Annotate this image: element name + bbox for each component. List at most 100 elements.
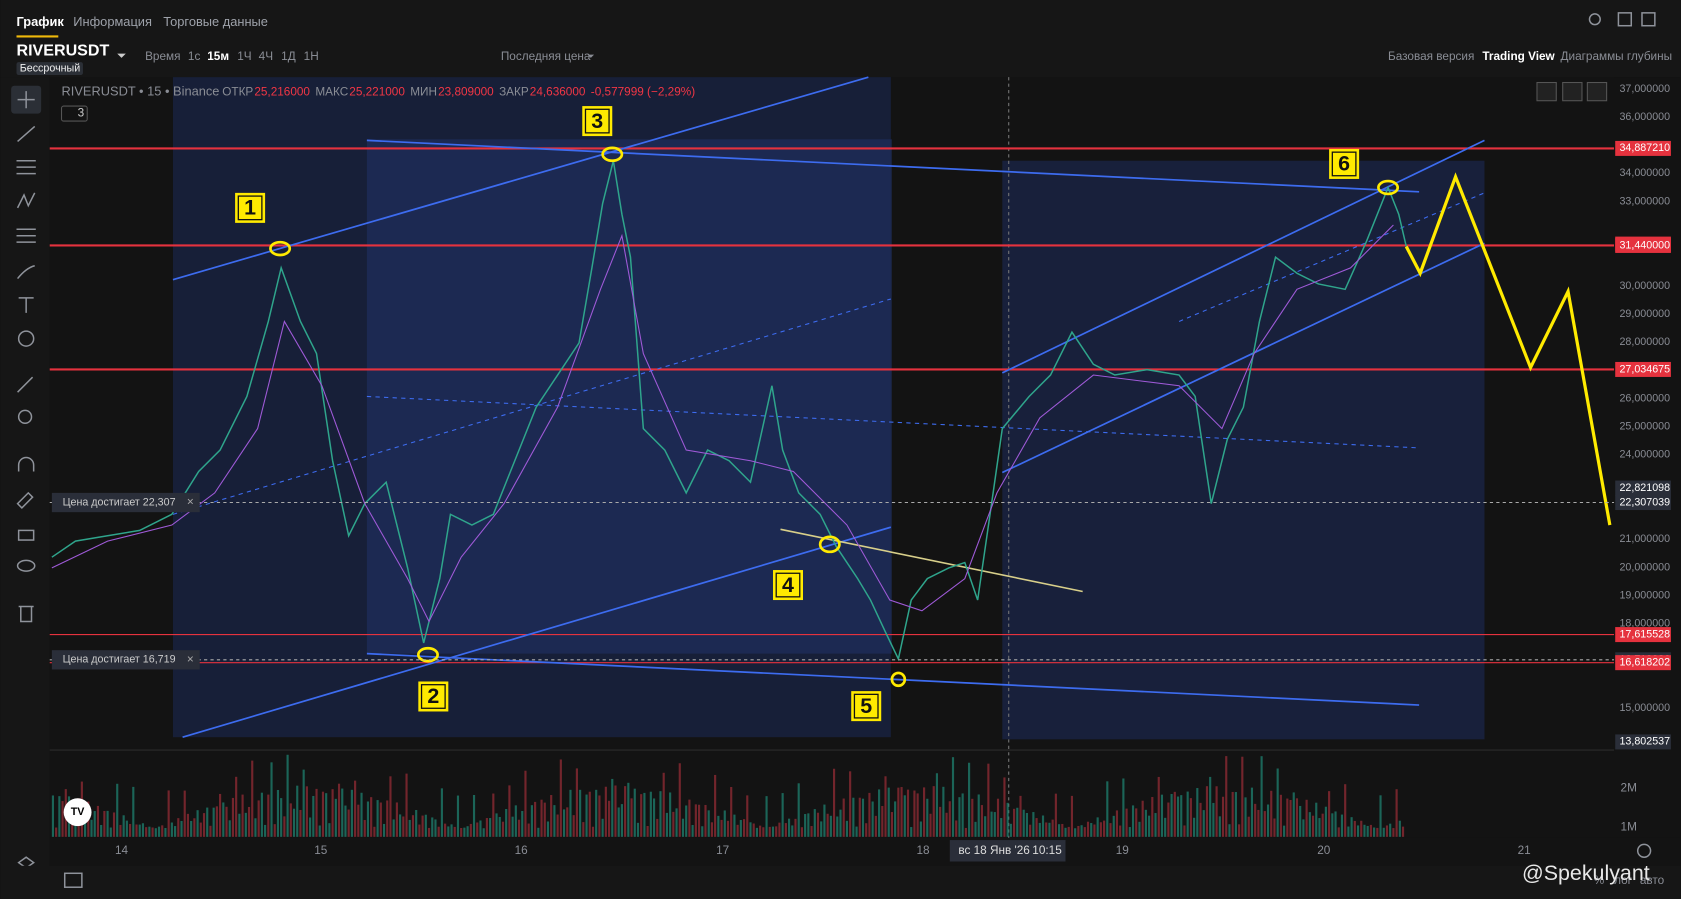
volume-bar bbox=[1292, 792, 1295, 837]
interval[interactable]: 1Ч bbox=[237, 50, 251, 63]
volume-bar bbox=[906, 789, 910, 837]
price-label-box bbox=[1615, 480, 1671, 496]
volume-bar bbox=[495, 813, 498, 837]
line-tool[interactable] bbox=[17, 125, 36, 143]
marker-border bbox=[853, 693, 879, 719]
magnet-tool[interactable] bbox=[17, 456, 35, 472]
crosshair-tool[interactable] bbox=[17, 91, 35, 109]
view[interactable]: Trading View bbox=[1482, 50, 1555, 63]
price-label: 34,000000 bbox=[1619, 167, 1670, 179]
volume-bar bbox=[649, 791, 652, 837]
volume-bar bbox=[479, 820, 482, 837]
volume-bar bbox=[652, 798, 656, 837]
volume-bar bbox=[1321, 813, 1324, 837]
interval[interactable]: 4Ч bbox=[259, 50, 273, 63]
volume-bar bbox=[1360, 820, 1363, 837]
volume-bar bbox=[1347, 826, 1350, 837]
lock-tool[interactable] bbox=[17, 529, 35, 541]
alert-close[interactable]: × bbox=[187, 496, 194, 509]
interval[interactable]: 15м bbox=[207, 50, 229, 63]
projection-tool[interactable] bbox=[16, 228, 36, 243]
volume-bar bbox=[669, 792, 672, 837]
log-toggle[interactable]: лог bbox=[1614, 874, 1632, 887]
volume-bar bbox=[1212, 802, 1215, 837]
eye-tool[interactable] bbox=[16, 559, 36, 572]
price-axis bbox=[1614, 77, 1681, 838]
volume-bar bbox=[379, 802, 382, 837]
symbol[interactable]: RIVERUSDT bbox=[17, 42, 110, 60]
view[interactable]: Диаграммы глубины bbox=[1561, 50, 1673, 63]
tab[interactable]: График bbox=[17, 14, 65, 29]
volume-bar bbox=[386, 800, 389, 837]
brush-tool[interactable] bbox=[16, 265, 35, 280]
volume-bar bbox=[1103, 820, 1106, 837]
volume-bar bbox=[646, 825, 649, 837]
volume-bar bbox=[562, 809, 566, 837]
contract-badge bbox=[16, 62, 83, 76]
view[interactable]: Базовая версия bbox=[1388, 50, 1474, 63]
price-label: 28,000000 bbox=[1619, 336, 1670, 348]
indicator-toggle[interactable] bbox=[60, 105, 88, 122]
interval[interactable]: 1с bbox=[188, 50, 201, 63]
volume-bar bbox=[296, 785, 299, 837]
volume-bar bbox=[1350, 817, 1353, 837]
volume-bar bbox=[550, 795, 553, 837]
text-tool[interactable] bbox=[18, 297, 34, 313]
volume-bar bbox=[1283, 825, 1286, 837]
axis-settings[interactable] bbox=[1636, 843, 1652, 858]
time-label: Время bbox=[145, 50, 180, 63]
price-type[interactable]: Последняя цена bbox=[501, 50, 591, 63]
fullscreen-button[interactable] bbox=[1586, 81, 1608, 102]
price-label: 27,034675 bbox=[1619, 363, 1670, 375]
alert-close[interactable]: × bbox=[187, 653, 194, 666]
volume-bar bbox=[84, 812, 87, 837]
volume-bar bbox=[1266, 804, 1270, 837]
volume-bar bbox=[1234, 792, 1237, 837]
bell-icon[interactable] bbox=[1588, 13, 1601, 26]
volume-bar bbox=[1273, 818, 1276, 837]
volume-bar bbox=[511, 816, 514, 837]
volume-bar bbox=[723, 810, 726, 837]
settings-icon[interactable] bbox=[1617, 12, 1633, 27]
volume-bar bbox=[1369, 824, 1372, 837]
chart-area: 1 2 3 4 5 6 Цена достигает 22,307 × Цена достиг… bbox=[49, 76, 1615, 838]
fib-tool[interactable] bbox=[16, 159, 36, 175]
auto-toggle[interactable]: авто bbox=[1640, 874, 1665, 887]
tab[interactable]: Информация bbox=[73, 14, 152, 29]
volume-bar bbox=[100, 824, 103, 837]
legend-high-label: МАКС bbox=[315, 85, 348, 98]
interval[interactable]: 1Д bbox=[281, 50, 296, 63]
expand-icon[interactable] bbox=[1641, 12, 1656, 27]
trash-tool[interactable] bbox=[18, 605, 34, 623]
price-label: 22,307039 bbox=[1619, 496, 1670, 508]
volume-bar bbox=[572, 815, 575, 837]
alert-label: Цена достигает 16,719 bbox=[63, 654, 176, 666]
symbol-dropdown[interactable] bbox=[117, 53, 126, 58]
volume-bar bbox=[887, 787, 890, 837]
percent-toggle[interactable]: % bbox=[1594, 874, 1605, 887]
volume-bar bbox=[1090, 823, 1093, 837]
interval[interactable]: 1Н bbox=[304, 50, 319, 63]
volume-bar bbox=[1173, 791, 1176, 837]
volume-bar bbox=[1254, 803, 1257, 837]
volume-bar bbox=[881, 806, 884, 837]
scroll-button[interactable] bbox=[1536, 81, 1557, 102]
emoji-tool[interactable] bbox=[17, 330, 35, 347]
volume-bar bbox=[132, 786, 135, 837]
volume-bar bbox=[582, 822, 585, 837]
volume-bar bbox=[620, 804, 623, 837]
collapse-button[interactable] bbox=[1562, 81, 1583, 102]
volume-bar bbox=[376, 800, 379, 837]
ruler-tool[interactable] bbox=[17, 376, 34, 393]
pattern-tool[interactable] bbox=[16, 192, 36, 209]
zoom-tool[interactable] bbox=[17, 409, 33, 424]
tv-logo-text: TV bbox=[71, 806, 86, 818]
volume-bar bbox=[463, 827, 466, 837]
volume-bar bbox=[617, 807, 620, 837]
tab[interactable]: Торговые данные bbox=[163, 14, 268, 29]
price-label: 22,821098 bbox=[1619, 482, 1670, 494]
volume-bar bbox=[1340, 814, 1344, 837]
draw-lock-tool[interactable] bbox=[16, 491, 34, 509]
volume-bar bbox=[1176, 796, 1180, 837]
date-range-icon[interactable] bbox=[63, 872, 83, 888]
